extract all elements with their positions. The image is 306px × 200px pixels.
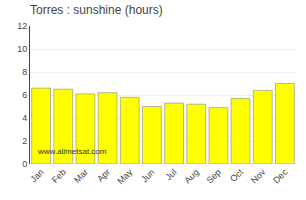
svg-text:12: 12	[17, 21, 27, 31]
svg-text:10: 10	[17, 44, 27, 54]
svg-text:Oct: Oct	[228, 167, 245, 184]
svg-text:0: 0	[22, 159, 27, 169]
svg-text:May: May	[115, 167, 134, 186]
svg-text:8: 8	[22, 67, 27, 77]
svg-text:Nov: Nov	[249, 167, 268, 186]
svg-text:6: 6	[22, 90, 27, 100]
svg-text:Sep: Sep	[205, 167, 223, 185]
svg-text:Mar: Mar	[72, 167, 90, 185]
svg-text:Feb: Feb	[50, 167, 68, 185]
svg-text:Aug: Aug	[182, 167, 200, 185]
svg-text:www.allmetsat.com: www.allmetsat.com	[37, 147, 107, 156]
svg-text:Jan: Jan	[28, 167, 45, 184]
svg-text:Dec: Dec	[271, 167, 290, 186]
svg-text:2: 2	[22, 136, 27, 146]
svg-text:Jun: Jun	[139, 167, 156, 184]
svg-text:Apr: Apr	[95, 167, 112, 184]
svg-text:4: 4	[22, 113, 27, 123]
svg-text:Torres : sunshine (hours): Torres : sunshine (hours)	[30, 3, 163, 17]
svg-text:Jul: Jul	[163, 167, 178, 182]
